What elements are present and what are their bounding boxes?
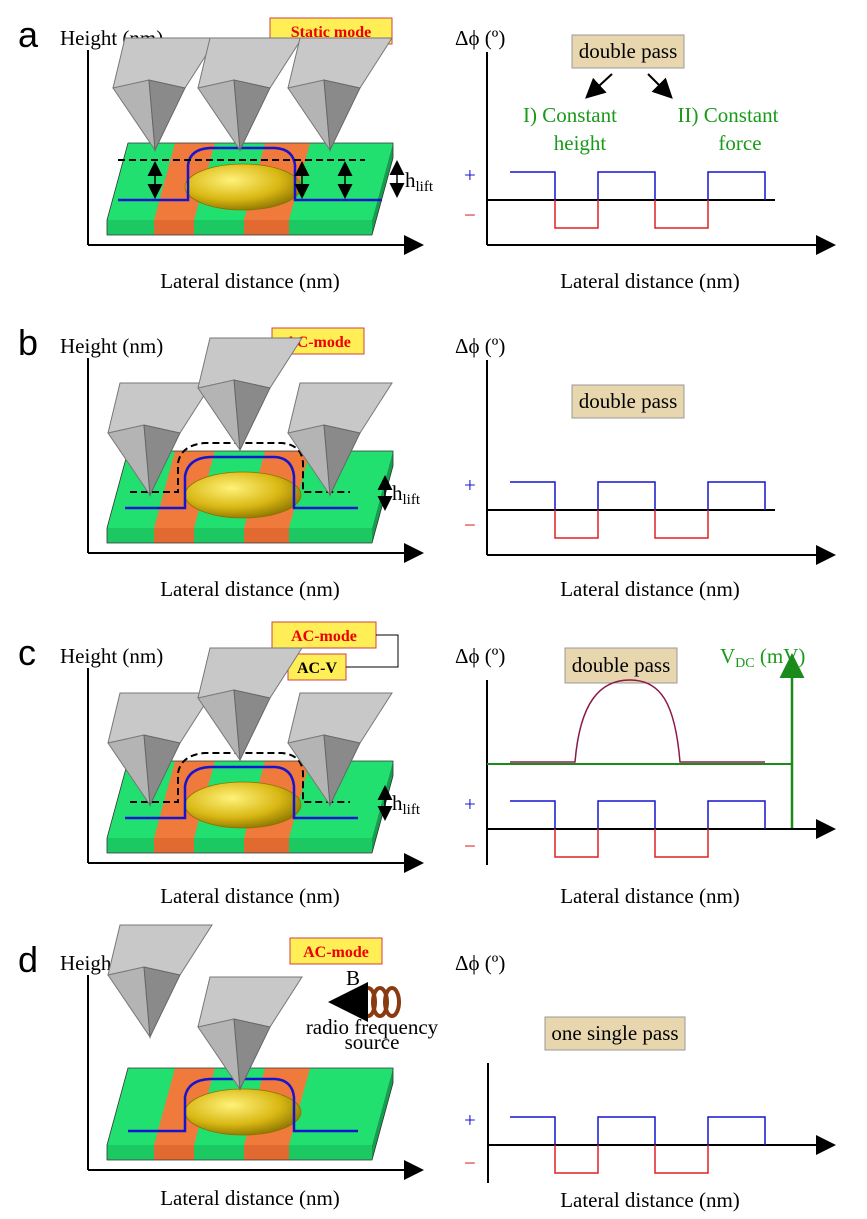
particle <box>185 472 301 518</box>
h-lift: hlift <box>392 791 421 818</box>
tip <box>108 925 212 1037</box>
branch-arrow <box>648 74 670 96</box>
particle <box>185 782 301 828</box>
pass-label: double pass <box>579 389 678 413</box>
panel-d: d Height (nm) AC-mode B radio frequency … <box>18 925 832 1212</box>
panel-label: d <box>18 939 38 980</box>
branch-arrow <box>588 74 612 96</box>
phase-wave <box>487 801 775 857</box>
x-axis-label: Lateral distance (nm) <box>160 884 340 908</box>
plus: + <box>464 473 476 497</box>
h: h <box>392 481 403 505</box>
panel-c: c Height (nm) AC-mode AC-V hlift Lateral… <box>18 622 832 908</box>
mode-label: AC-mode <box>291 628 357 645</box>
branch: force <box>718 131 761 155</box>
branch: I) Constant <box>523 103 617 127</box>
branch: II) Constant <box>678 103 779 127</box>
y-axis-label: Height (nm) <box>60 334 163 358</box>
phase-wave <box>487 1117 775 1173</box>
figure: a Height (nm) Static mode hlift Lateral … <box>0 0 867 1219</box>
phase-wave <box>487 482 775 538</box>
v-sub: DC <box>735 656 754 671</box>
h: h <box>392 791 403 815</box>
plot-y-label: Δϕ (º) <box>455 26 505 50</box>
minus: − <box>464 513 476 537</box>
tip <box>288 38 392 150</box>
plot-y-label: Δϕ (º) <box>455 644 505 668</box>
plot-x-label: Lateral distance (nm) <box>560 269 740 293</box>
particle <box>185 1089 301 1135</box>
v-unit: (mV) <box>755 644 806 668</box>
tip <box>198 648 302 760</box>
particle <box>185 164 301 210</box>
h-sub: lift <box>416 179 434 195</box>
plot-y-label: Δϕ (º) <box>455 951 505 975</box>
pass-label: one single pass <box>551 1021 678 1045</box>
h: h <box>405 168 416 192</box>
x-axis-label: Lateral distance (nm) <box>160 1186 340 1210</box>
tip <box>198 338 302 450</box>
source-label: source <box>345 1030 400 1054</box>
panel-label: b <box>18 322 38 363</box>
h-sub: lift <box>403 492 421 508</box>
pass-label: double pass <box>572 653 671 677</box>
x-axis-label: Lateral distance (nm) <box>160 577 340 601</box>
plot-x-label: Lateral distance (nm) <box>560 577 740 601</box>
y-axis-label: Height (nm) <box>60 644 163 668</box>
tip <box>198 38 302 150</box>
plus: + <box>464 163 476 187</box>
x-axis-label: Lateral distance (nm) <box>160 269 340 293</box>
panel-b: b Height (nm) AC-mode hlift Lateral dist… <box>18 322 832 601</box>
mode-label: AC-mode <box>303 944 369 961</box>
vdc-curve <box>510 680 765 762</box>
branch: height <box>554 131 607 155</box>
panel-label: c <box>18 632 36 673</box>
plot-x-label: Lateral distance (nm) <box>560 1188 740 1212</box>
plot-y-label: Δϕ (º) <box>455 334 505 358</box>
panel-label: a <box>18 14 39 55</box>
plus: + <box>464 1108 476 1132</box>
phase-wave <box>487 172 775 228</box>
field-label: B <box>346 966 360 990</box>
v: V <box>720 644 735 668</box>
h-sub: lift <box>403 802 421 818</box>
mode-label: AC-V <box>297 660 337 677</box>
h-lift: hlift <box>392 481 421 508</box>
minus: − <box>464 203 476 227</box>
plot-x-label: Lateral distance (nm) <box>560 884 740 908</box>
h-lift: hlift <box>405 168 434 195</box>
minus: − <box>464 834 476 858</box>
minus: − <box>464 1151 476 1175</box>
tip <box>113 38 217 150</box>
panel-a: a Height (nm) Static mode hlift Lateral … <box>18 14 832 293</box>
plus: + <box>464 792 476 816</box>
rf-coil <box>361 988 399 1016</box>
pass-label: double pass <box>579 39 678 63</box>
